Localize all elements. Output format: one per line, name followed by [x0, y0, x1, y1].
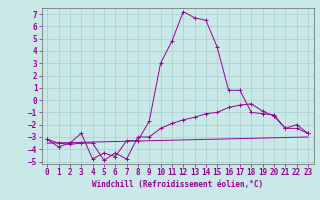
- X-axis label: Windchill (Refroidissement éolien,°C): Windchill (Refroidissement éolien,°C): [92, 180, 263, 189]
